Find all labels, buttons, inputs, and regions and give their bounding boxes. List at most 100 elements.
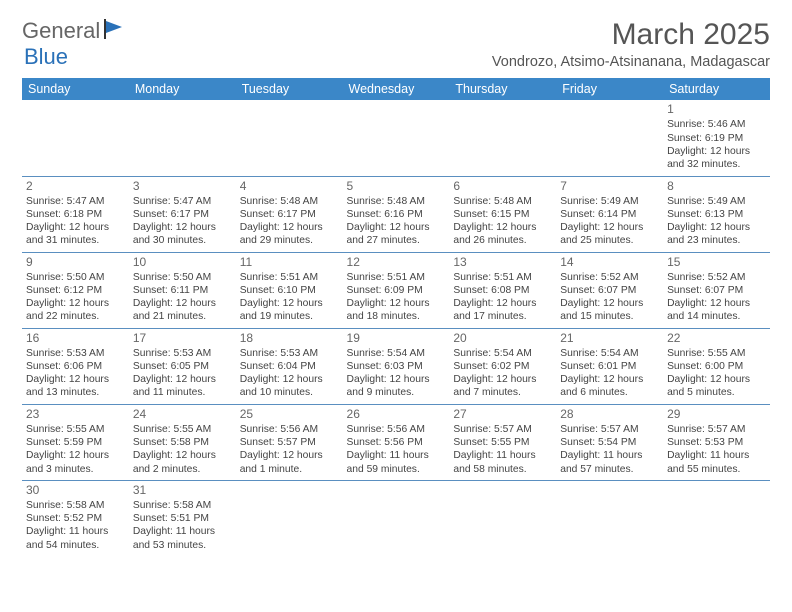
calendar-row: 9Sunrise: 5:50 AMSunset: 6:12 PMDaylight… [22,252,770,328]
calendar-body: 1Sunrise: 5:46 AMSunset: 6:19 PMDaylight… [22,100,770,556]
day-info: Sunrise: 5:52 AMSunset: 6:07 PMDaylight:… [560,271,659,324]
calendar-cell: 24Sunrise: 5:55 AMSunset: 5:58 PMDayligh… [129,404,236,480]
calendar-cell [236,480,343,556]
day-info: Sunrise: 5:47 AMSunset: 6:18 PMDaylight:… [26,195,125,248]
day-number: 20 [453,331,552,346]
calendar-cell: 10Sunrise: 5:50 AMSunset: 6:11 PMDayligh… [129,252,236,328]
day-info: Sunrise: 5:55 AMSunset: 5:58 PMDaylight:… [133,423,232,476]
day-number: 14 [560,255,659,270]
calendar-cell: 29Sunrise: 5:57 AMSunset: 5:53 PMDayligh… [663,404,770,480]
calendar-cell [343,100,450,176]
day-number: 26 [347,407,446,422]
day-number: 5 [347,179,446,194]
logo-text-blue: Blue [24,44,68,70]
day-number: 25 [240,407,339,422]
day-number: 17 [133,331,232,346]
day-number: 19 [347,331,446,346]
calendar-cell: 26Sunrise: 5:56 AMSunset: 5:56 PMDayligh… [343,404,450,480]
weekday-header: Wednesday [343,78,450,100]
calendar-cell [449,480,556,556]
day-number: 12 [347,255,446,270]
day-info: Sunrise: 5:49 AMSunset: 6:14 PMDaylight:… [560,195,659,248]
day-number: 11 [240,255,339,270]
calendar-cell: 2Sunrise: 5:47 AMSunset: 6:18 PMDaylight… [22,176,129,252]
calendar-row: 30Sunrise: 5:58 AMSunset: 5:52 PMDayligh… [22,480,770,556]
logo-flag-icon [104,19,130,39]
calendar-cell [129,100,236,176]
day-info: Sunrise: 5:50 AMSunset: 6:11 PMDaylight:… [133,271,232,324]
day-number: 28 [560,407,659,422]
day-info: Sunrise: 5:48 AMSunset: 6:17 PMDaylight:… [240,195,339,248]
day-info: Sunrise: 5:55 AMSunset: 6:00 PMDaylight:… [667,347,766,400]
calendar-row: 2Sunrise: 5:47 AMSunset: 6:18 PMDaylight… [22,176,770,252]
day-info: Sunrise: 5:55 AMSunset: 5:59 PMDaylight:… [26,423,125,476]
calendar-cell: 12Sunrise: 5:51 AMSunset: 6:09 PMDayligh… [343,252,450,328]
header: General March 2025 Vondrozo, Atsimo-Atsi… [22,18,770,70]
calendar-cell: 16Sunrise: 5:53 AMSunset: 6:06 PMDayligh… [22,328,129,404]
day-number: 10 [133,255,232,270]
calendar-cell: 11Sunrise: 5:51 AMSunset: 6:10 PMDayligh… [236,252,343,328]
day-info: Sunrise: 5:57 AMSunset: 5:55 PMDaylight:… [453,423,552,476]
calendar-cell: 20Sunrise: 5:54 AMSunset: 6:02 PMDayligh… [449,328,556,404]
calendar-cell [236,100,343,176]
day-number: 4 [240,179,339,194]
day-info: Sunrise: 5:54 AMSunset: 6:02 PMDaylight:… [453,347,552,400]
day-info: Sunrise: 5:46 AMSunset: 6:19 PMDaylight:… [667,118,766,171]
day-info: Sunrise: 5:47 AMSunset: 6:17 PMDaylight:… [133,195,232,248]
day-info: Sunrise: 5:53 AMSunset: 6:06 PMDaylight:… [26,347,125,400]
calendar-cell: 9Sunrise: 5:50 AMSunset: 6:12 PMDaylight… [22,252,129,328]
day-number: 24 [133,407,232,422]
calendar-cell [449,100,556,176]
weekday-header: Friday [556,78,663,100]
calendar-cell: 22Sunrise: 5:55 AMSunset: 6:00 PMDayligh… [663,328,770,404]
calendar-cell [22,100,129,176]
weekday-header: Thursday [449,78,556,100]
day-number: 29 [667,407,766,422]
calendar-cell: 19Sunrise: 5:54 AMSunset: 6:03 PMDayligh… [343,328,450,404]
day-info: Sunrise: 5:56 AMSunset: 5:56 PMDaylight:… [347,423,446,476]
calendar-cell [556,100,663,176]
calendar-cell: 28Sunrise: 5:57 AMSunset: 5:54 PMDayligh… [556,404,663,480]
day-info: Sunrise: 5:58 AMSunset: 5:51 PMDaylight:… [133,499,232,552]
calendar-table: Sunday Monday Tuesday Wednesday Thursday… [22,78,770,556]
day-number: 6 [453,179,552,194]
day-number: 23 [26,407,125,422]
calendar-cell: 5Sunrise: 5:48 AMSunset: 6:16 PMDaylight… [343,176,450,252]
calendar-cell: 1Sunrise: 5:46 AMSunset: 6:19 PMDaylight… [663,100,770,176]
day-info: Sunrise: 5:48 AMSunset: 6:16 PMDaylight:… [347,195,446,248]
day-info: Sunrise: 5:53 AMSunset: 6:04 PMDaylight:… [240,347,339,400]
day-info: Sunrise: 5:51 AMSunset: 6:08 PMDaylight:… [453,271,552,324]
calendar-cell: 23Sunrise: 5:55 AMSunset: 5:59 PMDayligh… [22,404,129,480]
day-number: 30 [26,483,125,498]
calendar-cell: 18Sunrise: 5:53 AMSunset: 6:04 PMDayligh… [236,328,343,404]
day-number: 31 [133,483,232,498]
calendar-cell: 7Sunrise: 5:49 AMSunset: 6:14 PMDaylight… [556,176,663,252]
calendar-cell: 13Sunrise: 5:51 AMSunset: 6:08 PMDayligh… [449,252,556,328]
weekday-header: Tuesday [236,78,343,100]
day-number: 2 [26,179,125,194]
calendar-cell: 17Sunrise: 5:53 AMSunset: 6:05 PMDayligh… [129,328,236,404]
calendar-cell: 31Sunrise: 5:58 AMSunset: 5:51 PMDayligh… [129,480,236,556]
title-block: March 2025 Vondrozo, Atsimo-Atsinanana, … [492,18,770,70]
calendar-cell [556,480,663,556]
day-number: 15 [667,255,766,270]
weekday-header: Saturday [663,78,770,100]
calendar-cell: 8Sunrise: 5:49 AMSunset: 6:13 PMDaylight… [663,176,770,252]
day-number: 13 [453,255,552,270]
calendar-cell: 21Sunrise: 5:54 AMSunset: 6:01 PMDayligh… [556,328,663,404]
weekday-header: Monday [129,78,236,100]
day-info: Sunrise: 5:51 AMSunset: 6:09 PMDaylight:… [347,271,446,324]
day-info: Sunrise: 5:56 AMSunset: 5:57 PMDaylight:… [240,423,339,476]
calendar-cell: 3Sunrise: 5:47 AMSunset: 6:17 PMDaylight… [129,176,236,252]
location-text: Vondrozo, Atsimo-Atsinanana, Madagascar [492,54,770,70]
day-number: 18 [240,331,339,346]
calendar-cell [343,480,450,556]
logo: General [22,18,130,44]
day-info: Sunrise: 5:52 AMSunset: 6:07 PMDaylight:… [667,271,766,324]
day-number: 27 [453,407,552,422]
calendar-cell: 30Sunrise: 5:58 AMSunset: 5:52 PMDayligh… [22,480,129,556]
calendar-cell: 25Sunrise: 5:56 AMSunset: 5:57 PMDayligh… [236,404,343,480]
calendar-row: 1Sunrise: 5:46 AMSunset: 6:19 PMDaylight… [22,100,770,176]
day-info: Sunrise: 5:57 AMSunset: 5:54 PMDaylight:… [560,423,659,476]
month-title: March 2025 [492,18,770,52]
